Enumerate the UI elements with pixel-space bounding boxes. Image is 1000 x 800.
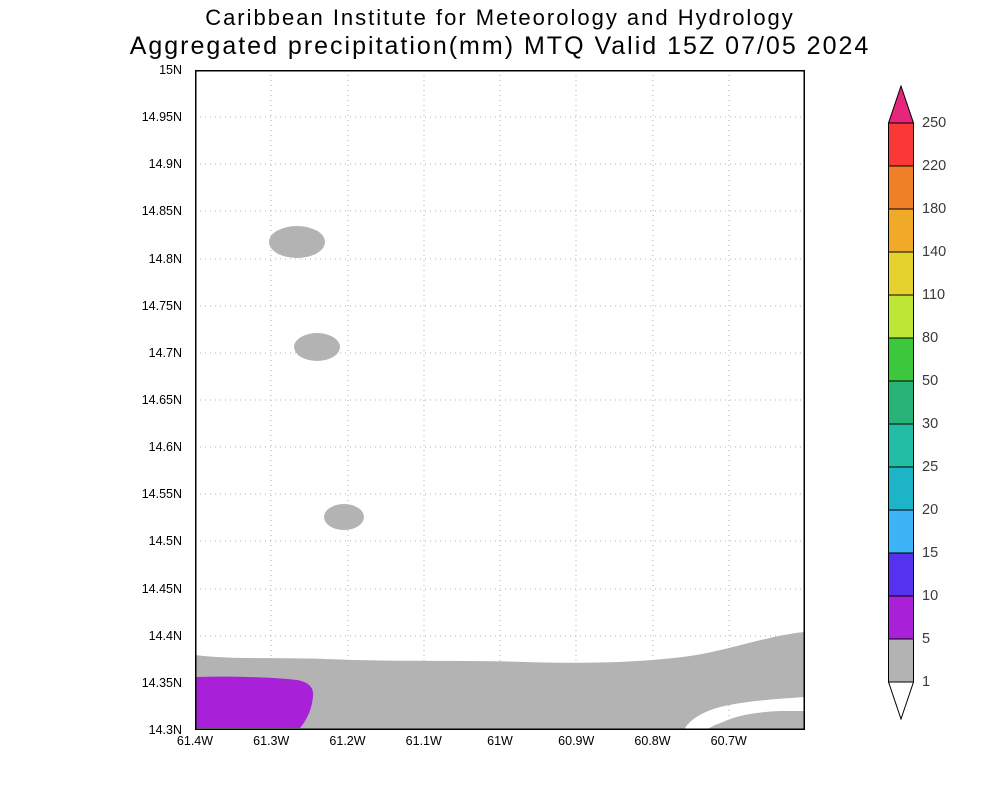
colorbar-label: 5 <box>922 631 931 647</box>
y-tick-label: 14.65N <box>141 393 182 407</box>
colorbar-segment <box>888 122 914 167</box>
y-tick-label: 14.5N <box>148 534 182 549</box>
x-tick-label: 61.3W <box>253 734 290 748</box>
colorbar-label: 25 <box>922 459 939 475</box>
x-tick-label: 60.7W <box>710 734 747 748</box>
title-block: Caribbean Institute for Meteorology and … <box>0 5 1000 61</box>
colorbar-label: 80 <box>922 330 939 346</box>
y-tick-label: 14.6N <box>148 440 182 455</box>
colorbar-label: 10 <box>922 588 939 604</box>
colorbar-segment <box>888 251 914 296</box>
colorbar-label: 250 <box>922 115 947 131</box>
gridlines <box>195 70 805 730</box>
x-tick-label: 61.1W <box>405 734 442 748</box>
colorbar-segment <box>888 552 914 597</box>
colorbar-segment <box>888 294 914 339</box>
colorbar-segment <box>888 208 914 253</box>
y-tick-label: 14.95N <box>141 110 182 125</box>
colorbar-segment <box>888 509 914 554</box>
precip-regions <box>195 226 805 730</box>
y-tick-label: 14.85N <box>141 204 182 219</box>
colorbar-segment <box>888 380 914 425</box>
plot-subtitle: Aggregated precipitation(mm) MTQ Valid 1… <box>129 32 871 60</box>
precip-strip-bottom-right-gray <box>707 711 805 730</box>
colorbar-segment <box>888 165 914 210</box>
colorbar-label: 110 <box>922 287 946 303</box>
y-axis: 15N 14.95N 14.9N 14.85N 14.8N 14.75N 14.… <box>0 63 188 737</box>
precip-area-purple <box>195 676 314 728</box>
x-tick-label: 61.4W <box>176 734 214 748</box>
colorbar-segment <box>888 638 914 683</box>
y-tick-label: 15N <box>159 63 182 77</box>
colorbar-label: 30 <box>922 416 939 432</box>
colorbar-label: 20 <box>922 502 939 518</box>
y-tick-label: 14.8N <box>148 251 182 266</box>
y-tick-label: 14.35N <box>141 675 182 690</box>
colorbar-label: 50 <box>922 373 939 389</box>
precip-blob-middle <box>294 333 340 361</box>
x-tick-label: 61W <box>487 734 513 748</box>
colorbar: 250 220 180 140 110 80 50 30 25 20 15 10… <box>887 84 978 721</box>
x-tick-label: 60.9W <box>558 734 595 748</box>
colorbar-arrow-top <box>887 84 915 124</box>
y-tick-label: 14.4N <box>148 628 182 643</box>
precip-blob-south <box>324 504 364 530</box>
y-tick-label: 14.45N <box>141 581 182 596</box>
x-tick-label: 60.8W <box>634 734 671 748</box>
colorbar-label: 180 <box>922 201 947 217</box>
colorbar-segment <box>888 466 914 511</box>
colorbar-label: 220 <box>922 158 947 174</box>
institute-title: Caribbean Institute for Meteorology and … <box>205 5 795 30</box>
plot-frame <box>195 70 805 730</box>
y-tick-label: 14.75N <box>141 298 182 313</box>
x-tick-label: 61.2W <box>329 734 366 748</box>
colorbar-arrow-bottom <box>887 681 915 721</box>
y-tick-label: 14.3N <box>148 723 182 737</box>
colorbar-segment <box>888 423 914 468</box>
colorbar-label: 15 <box>922 545 939 561</box>
map-canvas <box>195 70 805 730</box>
colorbar-segment <box>888 595 914 640</box>
y-tick-label: 14.7N <box>148 345 182 360</box>
colorbar-label: 1 <box>922 674 931 690</box>
map-plot-area <box>195 70 805 730</box>
colorbar-scale <box>887 84 915 721</box>
precip-blob-north <box>269 226 325 258</box>
colorbar-label: 140 <box>922 244 947 260</box>
y-tick-label: 14.55N <box>141 487 182 502</box>
precip-band-gray <box>195 632 805 730</box>
x-axis: 61.4W 61.3W 61.2W 61.1W 61W 60.9W 60.8W … <box>177 734 805 754</box>
colorbar-segment <box>888 337 914 382</box>
y-tick-label: 14.9N <box>148 157 182 172</box>
